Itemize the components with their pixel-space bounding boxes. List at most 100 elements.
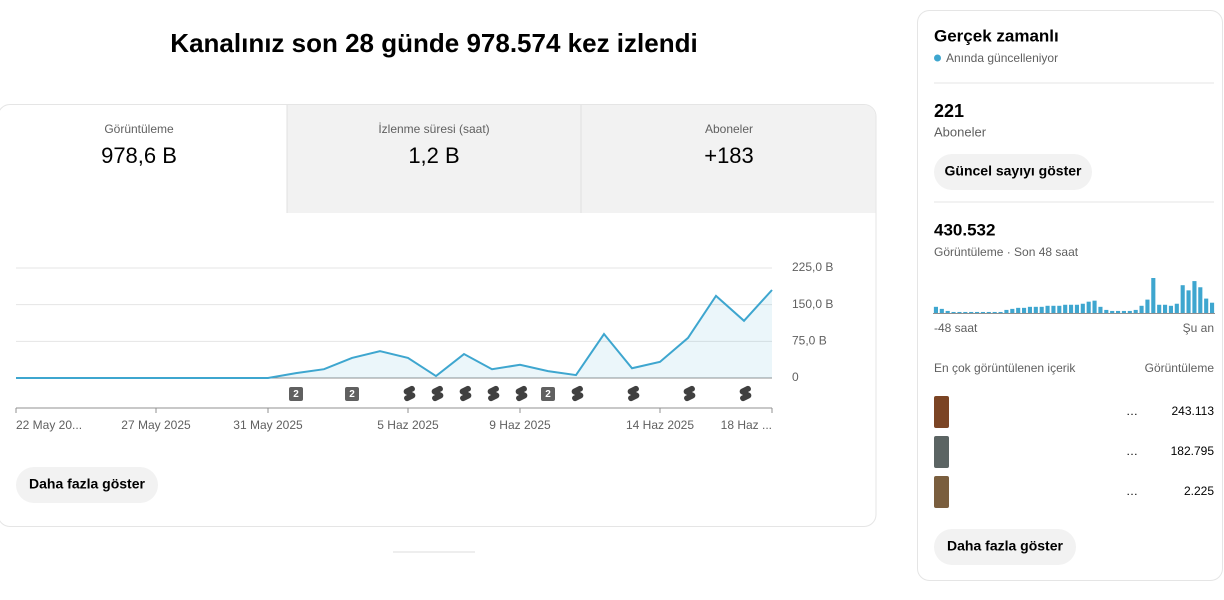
bar bbox=[1063, 304, 1068, 313]
content-views: 182.795 bbox=[1171, 444, 1215, 458]
x-tick-label: Şu an bbox=[1183, 321, 1214, 335]
realtime-count-button[interactable]: Güncel sayıyı göster bbox=[934, 154, 1092, 190]
bar bbox=[1174, 303, 1179, 313]
bar bbox=[1210, 302, 1215, 313]
event-marker[interactable] bbox=[289, 387, 303, 401]
tab-bg[interactable] bbox=[287, 105, 581, 213]
button-bg[interactable] bbox=[16, 467, 158, 503]
bar bbox=[933, 306, 938, 313]
button-bg[interactable] bbox=[934, 529, 1076, 565]
thumbnail[interactable] bbox=[934, 396, 949, 428]
bar bbox=[1069, 304, 1074, 313]
button-label[interactable]: Daha fazla göster bbox=[29, 476, 145, 492]
bar bbox=[1027, 306, 1032, 313]
thumbnail[interactable] bbox=[934, 476, 949, 508]
bar bbox=[1051, 305, 1056, 313]
tab-bg[interactable] bbox=[581, 104, 876, 213]
bar bbox=[939, 308, 944, 313]
bar bbox=[1086, 301, 1091, 313]
event-marker[interactable] bbox=[541, 387, 555, 401]
content-views: 2.225 bbox=[1184, 484, 1214, 498]
area bbox=[16, 290, 772, 378]
bar bbox=[1004, 309, 1009, 313]
bar bbox=[1192, 281, 1197, 313]
button-bg[interactable] bbox=[934, 154, 1092, 190]
bar bbox=[1127, 310, 1132, 313]
line bbox=[16, 289, 773, 379]
x-tick-label: 9 Haz 2025 bbox=[489, 418, 551, 432]
bar bbox=[957, 311, 962, 313]
x-tick-label: 27 May 2025 bbox=[121, 418, 191, 432]
tab-label: Görüntüleme bbox=[104, 122, 174, 136]
bar bbox=[951, 311, 956, 313]
event-marker[interactable] bbox=[345, 387, 359, 401]
tab-label: İzlenme süresi (saat) bbox=[378, 122, 489, 136]
bar bbox=[1168, 305, 1173, 313]
bar bbox=[1139, 305, 1144, 313]
bar bbox=[1116, 310, 1121, 313]
bar bbox=[992, 311, 997, 313]
bar bbox=[986, 311, 991, 313]
button-label[interactable]: Güncel sayıyı göster bbox=[945, 163, 1082, 179]
x-tick-label: 14 Haz 2025 bbox=[626, 418, 694, 432]
bar bbox=[1180, 285, 1185, 313]
x-tick-label: 5 Haz 2025 bbox=[377, 418, 439, 432]
bar bbox=[945, 310, 950, 313]
realtime-status: Anında güncelleniyor bbox=[946, 51, 1058, 65]
subscriber-label: Aboneler bbox=[934, 124, 987, 139]
bar bbox=[1110, 310, 1115, 313]
bar bbox=[1080, 303, 1085, 313]
bar bbox=[1057, 305, 1062, 313]
bar bbox=[1022, 307, 1027, 313]
y-tick-label: 75,0 B bbox=[792, 334, 827, 348]
bar bbox=[969, 311, 974, 313]
bar bbox=[1104, 309, 1109, 313]
y-tick-label: 225,0 B bbox=[792, 260, 833, 274]
realtime-card bbox=[917, 10, 1223, 581]
views-count: 430.532 bbox=[934, 220, 995, 239]
page-title: Kanalınız son 28 günde 978.574 kez izlen… bbox=[170, 28, 697, 58]
bar bbox=[963, 311, 968, 313]
bar bbox=[1163, 304, 1168, 313]
top-content-header: En çok görüntülenen içerik bbox=[934, 361, 1076, 375]
bar bbox=[1010, 308, 1015, 313]
content-title[interactable]: … bbox=[1126, 404, 1138, 418]
bar bbox=[980, 311, 985, 313]
bar bbox=[1016, 307, 1021, 313]
bar bbox=[1157, 304, 1162, 313]
bar bbox=[1039, 306, 1044, 313]
bar bbox=[998, 311, 1003, 313]
x-tick-label: 18 Haz ... bbox=[721, 418, 772, 432]
live-dot bbox=[934, 54, 941, 62]
button-label[interactable]: Daha fazla göster bbox=[947, 538, 1063, 554]
event-marker-label[interactable]: 2 bbox=[349, 389, 355, 400]
bar bbox=[1198, 287, 1203, 313]
views-label: Görüntüleme · Son 48 saat bbox=[934, 245, 1079, 259]
line-chart: 0 75,0 B 150,0 B 225,0 B 22 May 20... 27 May … bbox=[15, 260, 833, 432]
content-title[interactable]: … bbox=[1126, 484, 1138, 498]
realtime-bar-chart: -48 saat Şu an bbox=[933, 278, 1215, 335]
bar bbox=[1151, 278, 1156, 313]
y-tick-label: 0 bbox=[792, 370, 799, 384]
event-marker-label[interactable]: 2 bbox=[293, 389, 299, 400]
more-button[interactable]: Daha fazla göster bbox=[16, 467, 158, 503]
bar bbox=[1145, 299, 1150, 313]
bar bbox=[1033, 306, 1038, 313]
tab-value: 1,2 B bbox=[408, 143, 459, 168]
x-tick-label: 31 May 2025 bbox=[233, 418, 303, 432]
realtime-more-button[interactable]: Daha fazla göster bbox=[934, 529, 1076, 565]
tab-value: 978,6 B bbox=[101, 143, 177, 168]
bar bbox=[1045, 305, 1050, 313]
shorts-icons bbox=[403, 385, 752, 402]
event-marker-label[interactable]: 2 bbox=[545, 389, 551, 400]
bar bbox=[1092, 300, 1097, 313]
realtime-title: Gerçek zamanlı bbox=[934, 26, 1059, 45]
bar bbox=[975, 311, 980, 313]
thumbnail[interactable] bbox=[934, 436, 949, 468]
content-title[interactable]: … bbox=[1126, 444, 1138, 458]
content-views: 243.113 bbox=[1172, 404, 1215, 418]
bar bbox=[1074, 304, 1079, 313]
x-tick-label: -48 saat bbox=[934, 321, 978, 335]
tab-label: Aboneler bbox=[705, 122, 753, 136]
